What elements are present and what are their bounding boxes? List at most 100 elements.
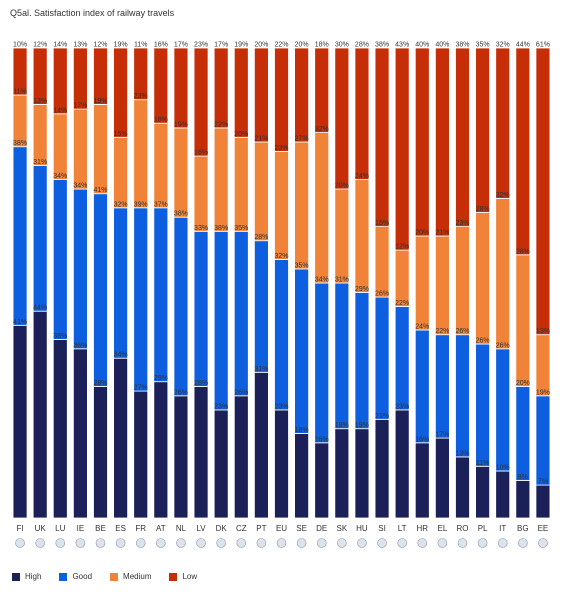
data-label: 35% bbox=[476, 42, 490, 49]
data-label: 23% bbox=[395, 403, 409, 410]
bar-low-nl bbox=[173, 47, 189, 129]
bar-high-pl bbox=[475, 465, 491, 519]
bar-medium-de bbox=[314, 132, 330, 284]
chart-title: Q5al. Satisfaction index of railway trav… bbox=[10, 8, 175, 18]
category-label-lv: LV bbox=[196, 524, 206, 533]
bar-low-eu bbox=[274, 47, 289, 152]
data-label: 13% bbox=[73, 42, 87, 49]
bar-low-ro bbox=[455, 47, 470, 228]
legend-swatch bbox=[12, 572, 20, 581]
bar-high-se bbox=[294, 432, 310, 519]
bar-good-pl bbox=[475, 343, 491, 467]
flag-fr-icon bbox=[135, 538, 146, 548]
data-label: 17% bbox=[174, 42, 188, 49]
bar-high-it bbox=[495, 470, 511, 519]
bar-low-fi bbox=[12, 47, 28, 96]
bar-low-de bbox=[314, 47, 330, 133]
data-label: 22% bbox=[214, 121, 228, 128]
bar-medium-si bbox=[374, 226, 390, 298]
flag-se-icon bbox=[296, 538, 307, 548]
data-label: 19% bbox=[536, 389, 550, 396]
legend-item-medium: Medium bbox=[110, 572, 151, 581]
data-label: 17% bbox=[435, 432, 449, 439]
category-label-cz: CZ bbox=[236, 524, 247, 533]
data-label: 40% bbox=[435, 42, 449, 49]
data-label: 16% bbox=[415, 436, 429, 443]
category-label-hu: HU bbox=[356, 524, 368, 533]
category-label-be: BE bbox=[95, 524, 106, 533]
bar-low-lt bbox=[394, 47, 410, 251]
bar-medium-fi bbox=[12, 94, 28, 148]
legend-swatch bbox=[169, 572, 178, 581]
data-label: 19% bbox=[114, 42, 128, 49]
flag-el-icon bbox=[437, 538, 448, 548]
flag-it-icon bbox=[497, 538, 508, 548]
bar-medium-pt bbox=[253, 141, 269, 242]
bar-low-dk bbox=[213, 47, 229, 129]
flag-nl-icon bbox=[176, 538, 186, 548]
data-label: 34% bbox=[53, 173, 67, 180]
bar-good-hr bbox=[414, 329, 430, 444]
category-label-se: SE bbox=[296, 524, 307, 533]
bar-medium-it bbox=[495, 197, 511, 350]
bar-good-si bbox=[374, 296, 390, 420]
data-label: 27% bbox=[295, 136, 309, 143]
data-label: 11% bbox=[476, 460, 490, 467]
bar-medium-dk bbox=[213, 127, 229, 232]
data-label: 32% bbox=[496, 192, 510, 199]
bar-low-hu bbox=[354, 47, 370, 181]
bar-good-bg bbox=[515, 385, 531, 481]
bar-medium-uk bbox=[32, 104, 48, 166]
category-label-ro: RO bbox=[457, 524, 469, 533]
data-label: 14% bbox=[53, 107, 67, 114]
category-label-dk: DK bbox=[216, 524, 228, 533]
data-label: 12% bbox=[33, 42, 47, 49]
category-label-es: ES bbox=[115, 524, 126, 533]
flag-si-icon bbox=[377, 538, 387, 548]
flag-be-icon bbox=[95, 538, 106, 548]
data-label: 35% bbox=[295, 262, 309, 269]
data-label: 39% bbox=[134, 201, 148, 208]
data-label: 28% bbox=[194, 380, 208, 387]
data-label: 23% bbox=[455, 220, 469, 227]
bar-medium-nl bbox=[173, 127, 189, 218]
data-label: 20% bbox=[415, 230, 429, 237]
data-label: 29% bbox=[154, 375, 168, 382]
data-label: 26% bbox=[375, 291, 389, 298]
data-label: 31% bbox=[254, 366, 268, 373]
data-label: 26% bbox=[476, 338, 490, 345]
bar-low-at bbox=[153, 47, 169, 124]
bar-good-lt bbox=[394, 306, 410, 411]
bar-high-de bbox=[314, 442, 330, 519]
data-label: 36% bbox=[73, 342, 87, 349]
bar-low-lu bbox=[52, 47, 68, 115]
category-label-nl: NL bbox=[176, 524, 187, 533]
data-label: 20% bbox=[335, 183, 349, 190]
category-label-lu: LU bbox=[55, 524, 65, 533]
data-label: 38% bbox=[375, 42, 389, 49]
data-label: 26% bbox=[234, 389, 248, 396]
data-label: 10% bbox=[496, 465, 510, 472]
bar-low-pl bbox=[475, 47, 491, 213]
flag-de-icon bbox=[316, 538, 327, 548]
bar-high-eu bbox=[274, 409, 289, 519]
data-label: 33% bbox=[194, 225, 208, 232]
bar-low-bg bbox=[515, 47, 531, 256]
legend-item-good: Good bbox=[59, 572, 92, 581]
bar-high-be bbox=[93, 385, 108, 519]
bar-low-uk bbox=[32, 47, 48, 105]
data-label: 26% bbox=[455, 328, 469, 335]
bar-medium-lu bbox=[52, 113, 68, 181]
bar-medium-be bbox=[93, 104, 108, 195]
category-label-pt: PT bbox=[256, 524, 266, 533]
bar-good-ee bbox=[535, 395, 551, 486]
bar-high-lv bbox=[193, 385, 209, 519]
flag-ee-icon bbox=[538, 538, 548, 548]
flag-bg-icon bbox=[518, 538, 528, 548]
data-label: 22% bbox=[395, 300, 409, 307]
bar-good-lv bbox=[193, 230, 209, 387]
data-label: 44% bbox=[516, 42, 530, 49]
flag-uk-icon bbox=[35, 538, 45, 548]
flag-ie-icon bbox=[75, 538, 86, 548]
